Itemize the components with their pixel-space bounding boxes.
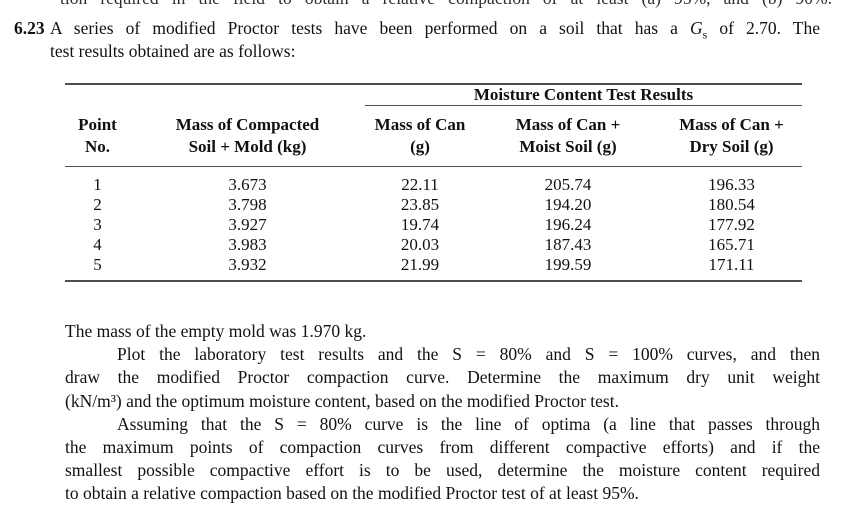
cell: 2 bbox=[93, 195, 102, 214]
previous-problem-clipped-line: tion required in the field to obtain a r… bbox=[60, 0, 832, 10]
cell: 19.74 bbox=[400, 215, 440, 234]
cell: 21.99 bbox=[400, 255, 440, 274]
problem-intro-text: A series of modified Proctor tests have … bbox=[50, 17, 820, 62]
col-header-mass-can: Mass of Can (g) bbox=[365, 105, 475, 167]
specific-gravity-symbol: Gs bbox=[690, 18, 708, 42]
cell: 1 bbox=[93, 175, 102, 194]
cell: 4 bbox=[93, 235, 102, 254]
body-line: smallest possible compactive effort is t… bbox=[65, 460, 820, 481]
intro-line-1: A series of modified Proctor tests have … bbox=[50, 17, 820, 40]
cell: 23.85 bbox=[400, 195, 440, 214]
table-row: 4 3.983 20.03 187.43 165.71 bbox=[65, 235, 802, 255]
col-header-mass-compacted: Mass of Compacted Soil + Mold (kg) bbox=[130, 105, 365, 167]
cell: 3.983 bbox=[228, 235, 267, 254]
span-header-row: Moisture Content Test Results bbox=[65, 84, 802, 106]
test-results-table: Moisture Content Test Results Point No. … bbox=[65, 83, 802, 282]
table-row: 3 3.927 19.74 196.24 177.92 bbox=[65, 215, 802, 235]
cell: 194.20 bbox=[544, 195, 592, 214]
cell: 177.92 bbox=[708, 215, 755, 234]
problem-body: The mass of the empty mold was 1.970 kg.… bbox=[65, 320, 820, 506]
cell: 3.932 bbox=[228, 255, 267, 274]
cell: 205.74 bbox=[544, 175, 592, 194]
col-header-mass-can-dry: Mass of Can + Dry Soil (g) bbox=[661, 105, 802, 167]
body-line: draw the modified Proctor compaction cur… bbox=[65, 367, 820, 388]
table-row: 5 3.932 21.99 199.59 171.11 bbox=[65, 255, 802, 281]
body-line: Plot the laboratory test results and the… bbox=[117, 344, 820, 365]
cell: 199.59 bbox=[544, 255, 592, 274]
table-row: 2 3.798 23.85 194.20 180.54 bbox=[65, 195, 802, 215]
col-header-mass-can-moist: Mass of Can + Moist Soil (g) bbox=[475, 105, 661, 167]
problem-statement: 6.23 A series of modified Proctor tests … bbox=[14, 17, 820, 62]
table-row: 1 3.673 22.11 205.74 196.33 bbox=[65, 167, 802, 196]
col-header-point-no: Point No. bbox=[65, 105, 130, 167]
cell: 5 bbox=[93, 255, 102, 274]
cell: 22.11 bbox=[401, 175, 439, 194]
intro-line-1-pre: A series of modified Proctor tests have … bbox=[50, 18, 690, 38]
body-line: the maximum points of compaction curves … bbox=[65, 437, 820, 458]
column-header-row: Point No. Mass of Compacted Soil + Mold … bbox=[65, 105, 802, 167]
cell: 187.43 bbox=[544, 235, 592, 254]
cell: 3.798 bbox=[228, 195, 267, 214]
moisture-span-header: Moisture Content Test Results bbox=[365, 84, 802, 106]
cell: 3.927 bbox=[228, 215, 267, 234]
cell: 165.71 bbox=[708, 235, 755, 254]
body-line: Assuming that the S = 80% curve is the l… bbox=[117, 413, 820, 434]
cell: 196.33 bbox=[708, 175, 755, 194]
intro-line-2: test results obtained are as follows: bbox=[50, 40, 296, 61]
cell: 171.11 bbox=[708, 255, 755, 274]
body-line: The mass of the empty mold was 1.970 kg. bbox=[65, 321, 367, 341]
body-line: to obtain a relative compaction based on… bbox=[65, 483, 639, 504]
cell: 196.24 bbox=[544, 215, 592, 234]
cell: 180.54 bbox=[708, 195, 755, 214]
cell: 3 bbox=[93, 215, 102, 234]
cell: 3.673 bbox=[228, 175, 267, 194]
problem-number: 6.23 bbox=[14, 18, 45, 38]
body-line: (kN/m³) and the optimum moisture content… bbox=[65, 390, 619, 411]
clipped-line-text: tion required in the field to obtain a r… bbox=[60, 0, 832, 8]
span-header-spacer bbox=[65, 84, 365, 106]
cell: 20.03 bbox=[400, 235, 440, 254]
intro-line-1-post: of 2.70. The bbox=[707, 18, 820, 38]
